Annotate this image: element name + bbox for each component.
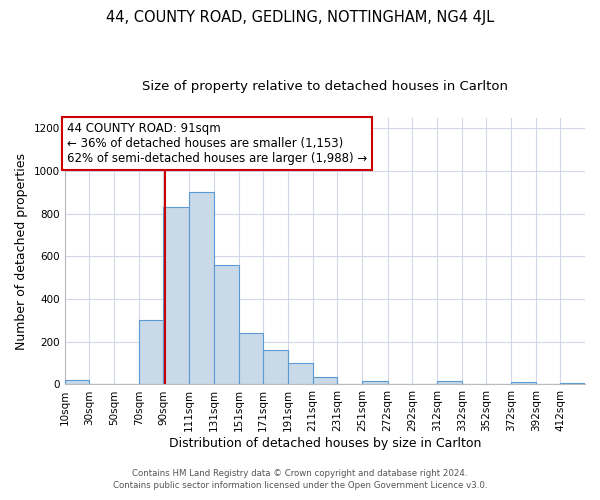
Text: 44, COUNTY ROAD, GEDLING, NOTTINGHAM, NG4 4JL: 44, COUNTY ROAD, GEDLING, NOTTINGHAM, NG… [106, 10, 494, 25]
X-axis label: Distribution of detached houses by size in Carlton: Distribution of detached houses by size … [169, 437, 481, 450]
Title: Size of property relative to detached houses in Carlton: Size of property relative to detached ho… [142, 80, 508, 93]
Bar [139, 320, 163, 384]
Text: 44 COUNTY ROAD: 91sqm
← 36% of detached houses are smaller (1,153)
62% of semi-d: 44 COUNTY ROAD: 91sqm ← 36% of detached … [67, 122, 367, 165]
Bar [437, 382, 461, 384]
Text: Contains HM Land Registry data © Crown copyright and database right 2024.
Contai: Contains HM Land Registry data © Crown c… [113, 468, 487, 490]
Bar [263, 350, 288, 384]
Bar [239, 334, 263, 384]
Bar [214, 265, 239, 384]
Bar [511, 382, 536, 384]
Bar [362, 382, 388, 384]
Bar [313, 377, 337, 384]
Bar [163, 208, 189, 384]
Bar [189, 192, 214, 384]
Y-axis label: Number of detached properties: Number of detached properties [15, 152, 28, 350]
Bar [65, 380, 89, 384]
Bar [288, 363, 313, 384]
